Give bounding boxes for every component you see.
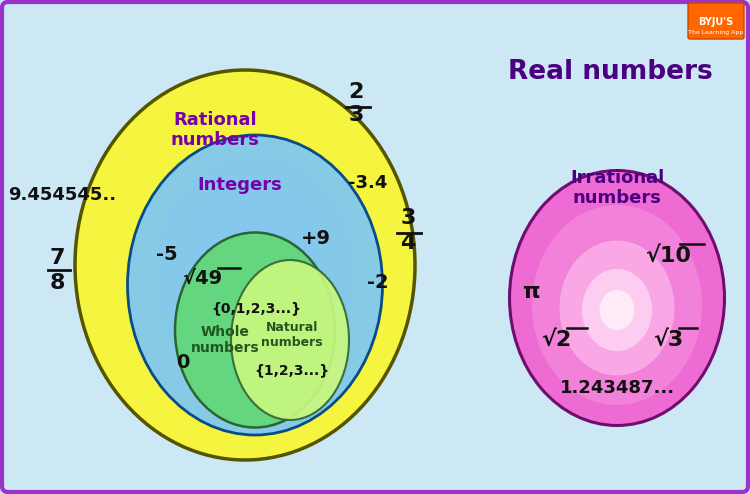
Text: -5: -5 — [156, 246, 178, 264]
Text: 0: 0 — [176, 353, 190, 371]
Text: 2: 2 — [348, 82, 364, 102]
Text: {1,2,3...}: {1,2,3...} — [254, 363, 329, 377]
Text: Natural
numbers: Natural numbers — [261, 321, 322, 349]
Text: -2: -2 — [368, 273, 388, 291]
Text: Irrational
numbers: Irrational numbers — [570, 168, 664, 207]
Ellipse shape — [599, 290, 634, 330]
Ellipse shape — [560, 241, 674, 375]
Text: 3: 3 — [348, 105, 364, 125]
Text: 9.454545..: 9.454545.. — [8, 186, 116, 204]
Ellipse shape — [509, 170, 724, 425]
Text: {0,1,2,3...}: {0,1,2,3...} — [211, 301, 301, 315]
Ellipse shape — [231, 260, 349, 420]
Text: √3: √3 — [652, 330, 683, 350]
Text: 1.243487...: 1.243487... — [560, 379, 674, 397]
Text: 7: 7 — [50, 248, 64, 268]
Ellipse shape — [128, 135, 382, 435]
Text: √2: √2 — [541, 330, 572, 350]
Text: Whole
numbers: Whole numbers — [190, 325, 260, 355]
Text: -3.4: -3.4 — [348, 174, 388, 192]
Ellipse shape — [532, 205, 702, 405]
Text: Real numbers: Real numbers — [508, 59, 712, 85]
Ellipse shape — [155, 155, 355, 395]
Text: 8: 8 — [50, 273, 64, 293]
FancyBboxPatch shape — [688, 3, 744, 39]
Ellipse shape — [582, 269, 652, 351]
Text: 4: 4 — [400, 233, 416, 253]
Text: √49: √49 — [182, 269, 222, 288]
Ellipse shape — [190, 191, 320, 345]
Text: 3: 3 — [400, 208, 416, 228]
Text: √10: √10 — [645, 246, 691, 266]
Text: BYJU'S: BYJU'S — [698, 17, 734, 27]
Ellipse shape — [75, 70, 415, 460]
Text: π: π — [522, 282, 540, 302]
Text: +9: +9 — [301, 229, 331, 247]
Text: Integers: Integers — [198, 176, 282, 194]
Text: Rational
numbers: Rational numbers — [170, 111, 260, 149]
Text: The Learning App: The Learning App — [688, 30, 744, 35]
Ellipse shape — [175, 233, 335, 427]
